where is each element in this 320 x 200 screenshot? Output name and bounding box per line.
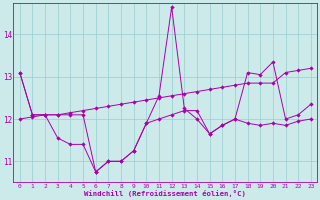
X-axis label: Windchill (Refroidissement éolien,°C): Windchill (Refroidissement éolien,°C)	[84, 190, 246, 197]
